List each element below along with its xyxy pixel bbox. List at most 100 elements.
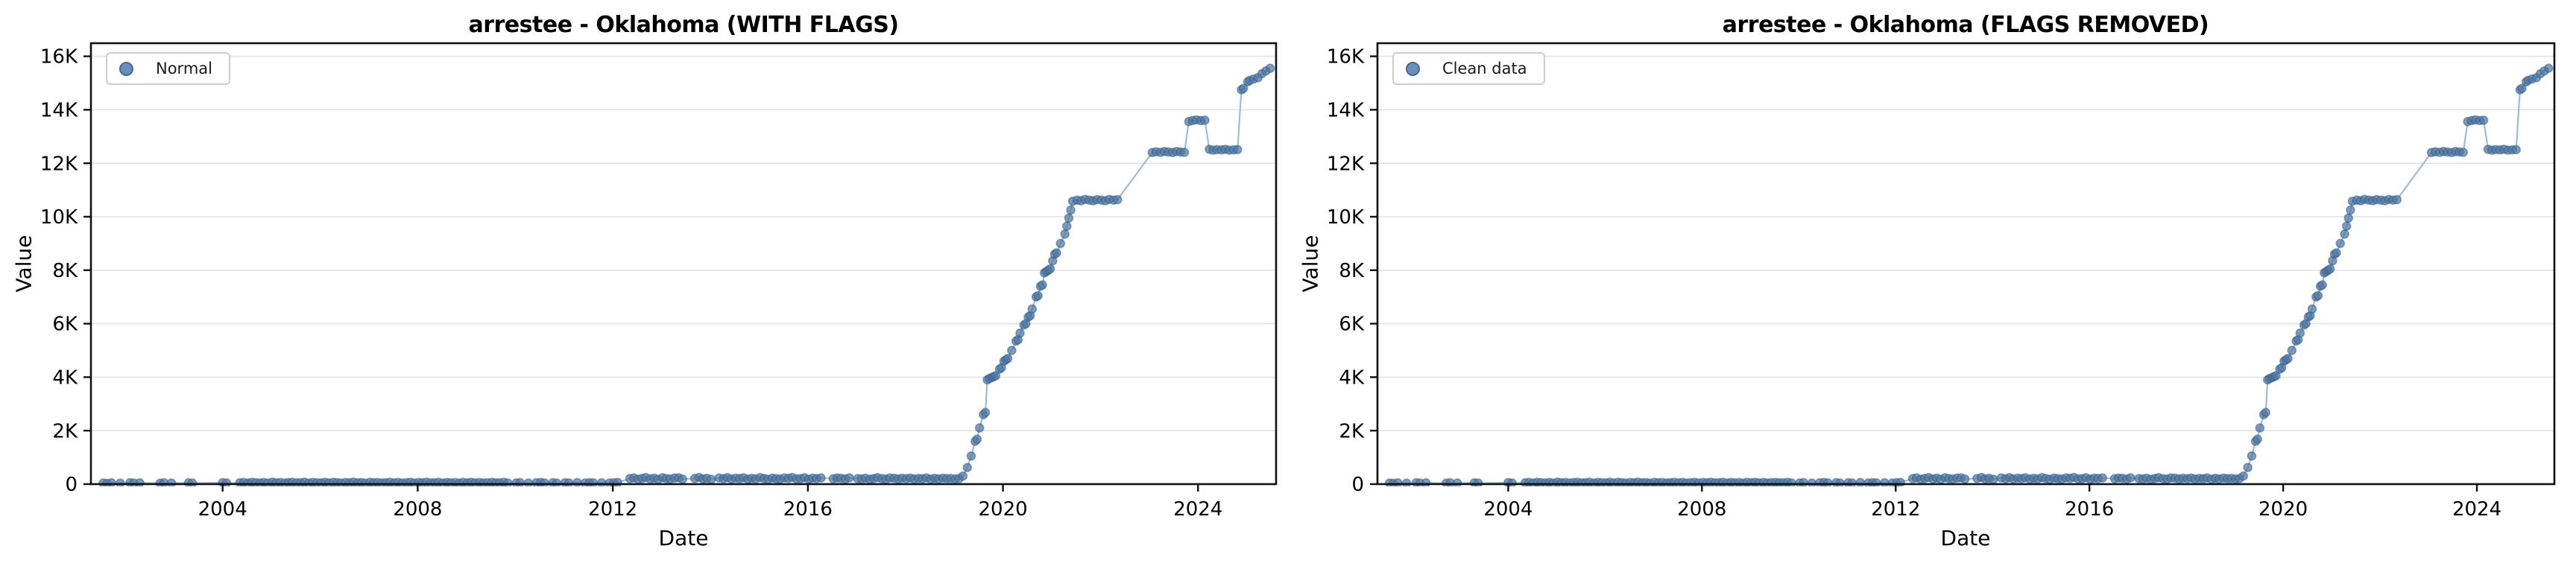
- y-tick-label: 2K: [52, 420, 78, 442]
- data-point: [1960, 474, 1970, 484]
- x-tick-label: 2008: [393, 498, 442, 521]
- data-point: [588, 478, 599, 486]
- data-point: [2313, 290, 2323, 301]
- x-tick-label: 2012: [1871, 498, 1920, 521]
- data-point: [1238, 83, 1248, 93]
- data-point: [107, 478, 116, 486]
- data-point: [2343, 213, 2354, 223]
- data-point: [1060, 229, 1070, 239]
- data-point: [1200, 115, 1210, 125]
- plot-border: [1376, 42, 2556, 486]
- data-point: [540, 478, 549, 486]
- legend-label: Clean data: [1442, 60, 1527, 77]
- data-point: [2325, 264, 2335, 274]
- y-tick-label: 10K: [1327, 206, 1365, 229]
- x-tick-label: 2008: [1677, 498, 1726, 521]
- data-point: [572, 477, 582, 486]
- data-point: [2335, 238, 2346, 249]
- data-point: [2511, 144, 2521, 155]
- y-tick-label: 12K: [1327, 153, 1365, 175]
- chart-with-flags-legend: Normal: [106, 52, 230, 85]
- data-point: [2478, 115, 2489, 125]
- data-point: [962, 463, 973, 473]
- data-point: [1113, 194, 1123, 205]
- data-point: [1823, 478, 1833, 486]
- data-point: [1872, 478, 1881, 486]
- data-point: [1989, 474, 1998, 484]
- data-point: [1064, 213, 1074, 223]
- chart-flags-removed-title: arrestee - Oklahoma (FLAGS REMOVED): [1722, 12, 2209, 38]
- data-point: [1055, 238, 1066, 249]
- data-point: [1895, 477, 1906, 486]
- legend-label: Normal: [156, 60, 212, 77]
- data-point: [678, 474, 688, 484]
- data-point: [1045, 264, 1055, 274]
- data-point: [1038, 280, 1047, 290]
- plot-border: [89, 42, 1278, 486]
- data-point: [1062, 221, 1072, 231]
- y-tick-label: 6K: [1339, 314, 1365, 336]
- data-point: [706, 474, 716, 484]
- data-point: [1233, 144, 1243, 155]
- data-point: [2341, 221, 2352, 231]
- x-tick-label: 2016: [2065, 498, 2114, 521]
- chart-with-flags-xlabel: Date: [658, 526, 709, 550]
- data-point: [1027, 304, 1038, 314]
- data-point: [1473, 478, 1483, 486]
- data-point: [980, 407, 991, 418]
- x-tick-label: 2020: [978, 498, 1027, 521]
- y-tick-label: 0: [1351, 474, 1364, 496]
- legend-marker-icon: [119, 61, 133, 76]
- data-point: [2238, 471, 2249, 481]
- data-point: [2247, 451, 2257, 461]
- data-point: [2126, 473, 2135, 483]
- data-point: [166, 478, 177, 486]
- data-point: [2243, 463, 2253, 473]
- chart-with-flags-canvas: 2004 2008 2012 2016 2020 2024 0 2K 4K 6K 8K 10K 12K 1…: [40, 42, 1278, 521]
- y-tick-label: 8K: [1339, 260, 1365, 282]
- x-tick-label: 2024: [2452, 498, 2501, 521]
- data-point: [1421, 478, 1431, 486]
- data-point: [1855, 477, 1866, 486]
- data-point: [958, 471, 968, 481]
- x-tick-label: 2024: [1173, 498, 1222, 521]
- data-point: [2253, 434, 2262, 445]
- data-point: [1787, 478, 1796, 486]
- data-point: [816, 473, 826, 483]
- y-tick-label: 12K: [40, 153, 78, 175]
- data-point: [2097, 473, 2107, 483]
- data-point: [974, 423, 985, 433]
- y-tick-label: 2K: [1339, 420, 1365, 442]
- data-point: [972, 434, 982, 445]
- data-point: [552, 478, 562, 486]
- chart-flags-removed-canvas: 2004 2008 2012 2016 2020 2024 0 2K 4K 6K 8K 10K 12K 1…: [1327, 42, 2556, 521]
- data-point: [515, 477, 525, 486]
- data-point: [2283, 353, 2293, 363]
- data-point: [2317, 280, 2327, 290]
- data-point: [1007, 346, 1017, 355]
- data-point: [1003, 353, 1013, 363]
- y-tick-label: 6K: [52, 314, 78, 336]
- data-point: [2307, 304, 2317, 314]
- chart-with-flags-ylabel: Value: [11, 235, 37, 293]
- y-tick-label: 16K: [40, 46, 78, 69]
- data-point: [564, 478, 574, 486]
- data-point: [523, 478, 534, 486]
- data-point: [1179, 147, 1190, 157]
- data-point: [596, 477, 607, 486]
- data-point: [1033, 290, 1043, 301]
- data-point: [1452, 478, 1462, 486]
- data-point: [2261, 407, 2270, 418]
- data-point: [2392, 194, 2402, 205]
- data-point: [135, 478, 145, 486]
- data-point: [503, 478, 513, 486]
- data-point: [1393, 478, 1403, 486]
- x-tick-label: 2020: [2258, 498, 2308, 521]
- data-point: [2255, 423, 2265, 433]
- y-tick-label: 14K: [40, 99, 78, 121]
- data-point: [1015, 328, 1025, 338]
- data-point: [221, 478, 232, 486]
- data-point: [1265, 63, 1275, 73]
- data-line: [103, 67, 1271, 485]
